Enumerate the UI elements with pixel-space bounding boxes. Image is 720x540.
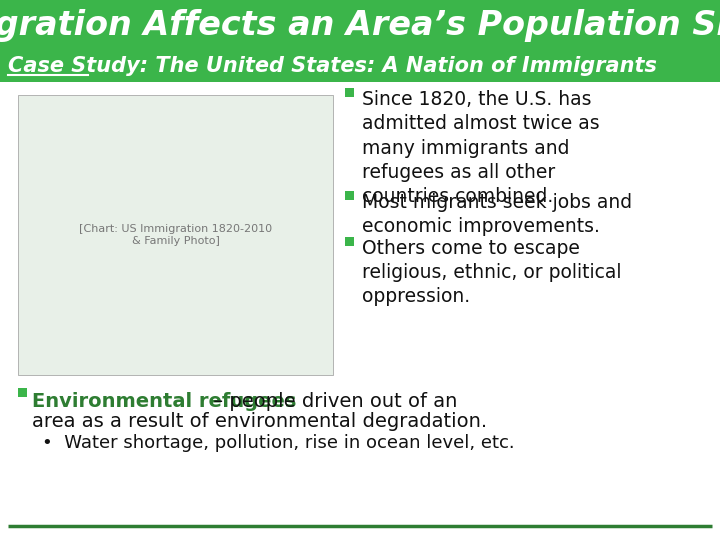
Text: Environmental refugees: Environmental refugees xyxy=(32,392,297,411)
Text: [Chart: US Immigration 1820-2010
& Family Photo]: [Chart: US Immigration 1820-2010 & Famil… xyxy=(79,224,272,246)
Bar xyxy=(0,50,720,82)
Bar xyxy=(0,0,720,50)
Bar xyxy=(345,237,354,246)
Bar xyxy=(18,95,333,375)
Bar xyxy=(345,191,354,200)
Bar xyxy=(0,82,720,540)
Bar xyxy=(345,88,354,97)
Text: Case Study: The United States: A Nation of Immigrants: Case Study: The United States: A Nation … xyxy=(8,56,657,76)
Text: •  Water shortage, pollution, rise in ocean level, etc.: • Water shortage, pollution, rise in oce… xyxy=(42,434,515,452)
Text: Others come to escape
religious, ethnic, or political
oppression.: Others come to escape religious, ethnic,… xyxy=(362,239,621,307)
Bar xyxy=(18,388,27,397)
Text: – people driven out of an: – people driven out of an xyxy=(207,392,457,411)
Text: Since 1820, the U.S. has
admitted almost twice as
many immigrants and
refugees a: Since 1820, the U.S. has admitted almost… xyxy=(362,90,600,206)
Text: Migration Affects an Area’s Population Size: Migration Affects an Area’s Population S… xyxy=(0,9,720,42)
Text: Most migrants seek jobs and
economic improvements.: Most migrants seek jobs and economic imp… xyxy=(362,193,632,237)
Text: area as a result of environmental degradation.: area as a result of environmental degrad… xyxy=(32,412,487,431)
